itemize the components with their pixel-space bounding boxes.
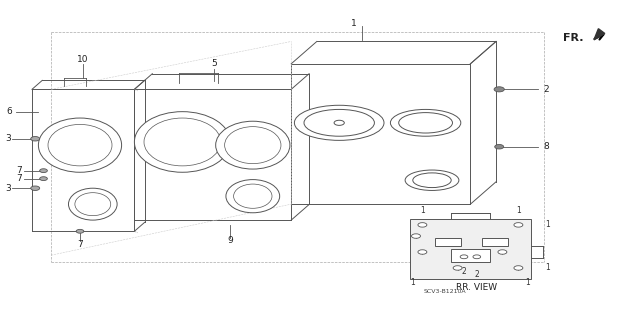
Ellipse shape — [413, 173, 451, 188]
Circle shape — [473, 255, 481, 259]
Ellipse shape — [405, 170, 459, 190]
Ellipse shape — [390, 109, 461, 136]
Circle shape — [418, 250, 427, 254]
Ellipse shape — [226, 180, 280, 213]
Text: 9: 9 — [228, 236, 233, 245]
Ellipse shape — [75, 193, 111, 216]
Ellipse shape — [144, 118, 221, 166]
Circle shape — [418, 223, 427, 227]
Circle shape — [460, 255, 468, 259]
Bar — [435, 238, 461, 246]
Ellipse shape — [48, 124, 112, 166]
Circle shape — [31, 137, 40, 141]
Bar — [451, 249, 490, 262]
Text: 6: 6 — [7, 107, 12, 116]
Text: 10: 10 — [77, 55, 89, 63]
Ellipse shape — [225, 127, 281, 164]
Ellipse shape — [216, 121, 290, 169]
Bar — [482, 238, 508, 246]
Ellipse shape — [294, 105, 384, 140]
Ellipse shape — [134, 112, 230, 172]
Text: 1: 1 — [410, 278, 415, 287]
Text: 1: 1 — [545, 220, 550, 229]
Text: 1: 1 — [516, 206, 521, 215]
Text: 7: 7 — [17, 166, 22, 175]
Text: 5: 5 — [212, 59, 217, 68]
Text: 1: 1 — [545, 263, 550, 272]
Circle shape — [76, 229, 84, 233]
Circle shape — [494, 87, 504, 92]
Text: 3: 3 — [5, 134, 10, 143]
Circle shape — [31, 186, 40, 190]
Text: 8: 8 — [543, 142, 548, 151]
Ellipse shape — [68, 188, 117, 220]
Text: 7: 7 — [77, 240, 83, 249]
Text: FR.: FR. — [563, 33, 583, 43]
Text: 3: 3 — [5, 184, 10, 193]
Text: 7: 7 — [17, 174, 22, 183]
Text: RR. VIEW: RR. VIEW — [456, 283, 497, 292]
Circle shape — [514, 266, 523, 270]
Ellipse shape — [234, 184, 272, 208]
Circle shape — [334, 120, 344, 125]
Text: 1: 1 — [525, 278, 531, 287]
Ellipse shape — [399, 113, 452, 133]
Circle shape — [40, 169, 47, 173]
Text: 2: 2 — [543, 85, 548, 94]
Circle shape — [495, 145, 504, 149]
Circle shape — [40, 177, 47, 181]
Text: 1: 1 — [420, 206, 425, 215]
Ellipse shape — [38, 118, 122, 172]
Circle shape — [514, 223, 523, 227]
Text: SCV3-B1210A: SCV3-B1210A — [424, 289, 466, 294]
Polygon shape — [594, 29, 605, 40]
Text: 1: 1 — [351, 19, 356, 28]
Circle shape — [498, 250, 507, 254]
Text: 2: 2 — [474, 270, 479, 279]
Circle shape — [453, 266, 462, 270]
Text: 2: 2 — [461, 267, 467, 276]
Ellipse shape — [304, 109, 374, 136]
Circle shape — [412, 234, 420, 238]
Bar — [410, 219, 531, 279]
